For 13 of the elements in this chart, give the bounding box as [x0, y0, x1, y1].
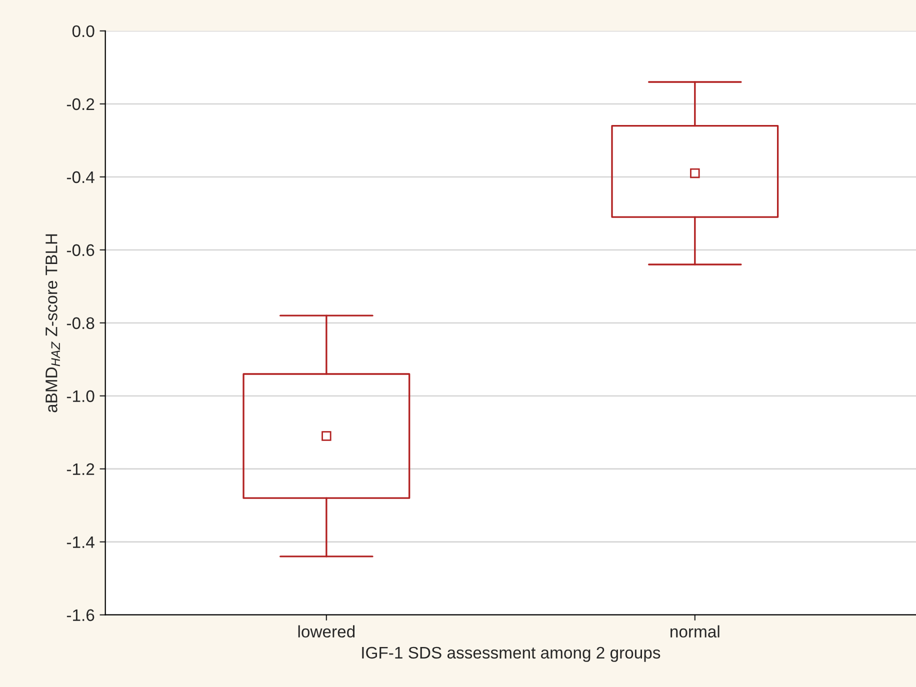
y-tick-label: -1.2	[66, 463, 94, 475]
y-tick-label: 0.0	[72, 25, 94, 38]
x-tick-label: lowered	[298, 625, 355, 638]
y-tick-label: -0.8	[66, 317, 94, 330]
x-tick-label: normal	[670, 625, 720, 638]
y-axis-title: aBMD$_{HAZ}$ Z-score TBLH	[46, 234, 60, 412]
y-tick-label: -1.4	[66, 536, 94, 548]
y-tick-label: -0.6	[66, 244, 94, 256]
y-tick-label: -0.4	[66, 171, 94, 184]
y-tick-label: -1.0	[66, 390, 94, 402]
y-tick-label: -0.2	[66, 98, 94, 110]
y-tick-label: -1.6	[66, 609, 94, 622]
x-axis-title: IGF-1 SDS assessment among 2 groups	[362, 646, 660, 662]
